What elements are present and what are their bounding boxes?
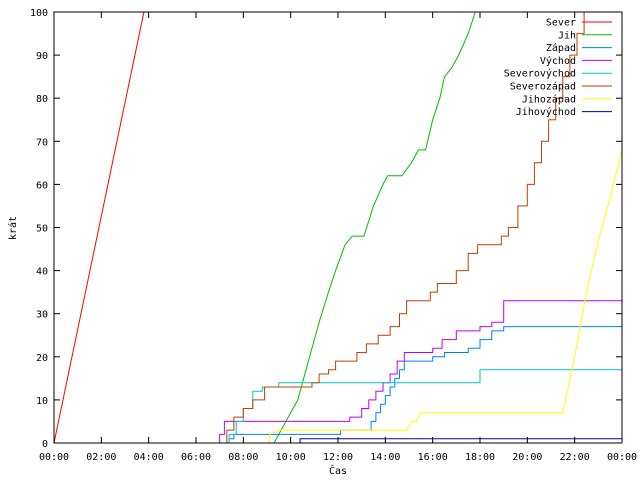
x-tick-label: 22:00 (560, 452, 590, 463)
series-line-jihovýchod (54, 438, 622, 443)
x-tick-label: 10:00 (276, 452, 306, 463)
y-tick-label: 60 (36, 180, 48, 191)
x-tick-label: 06:00 (181, 452, 211, 463)
y-tick-label: 100 (30, 8, 48, 19)
legend-label: Západ (546, 42, 576, 54)
x-tick-label: 14:00 (370, 452, 400, 463)
series-line-severozápad (54, 12, 585, 443)
series-line-jihozápad (54, 149, 622, 443)
x-tick-label: 16:00 (418, 452, 448, 463)
x-tick-label: 18:00 (465, 452, 495, 463)
y-axis-title: krát (7, 216, 19, 240)
x-tick-label: 12:00 (323, 452, 353, 463)
y-tick-label: 70 (36, 137, 48, 148)
y-tick-label: 40 (36, 267, 48, 278)
y-tick-label: 90 (36, 51, 48, 62)
y-tick-label: 10 (36, 396, 48, 407)
y-tick-label: 0 (42, 439, 48, 450)
x-tick-label: 02:00 (86, 452, 116, 463)
series-line-sever (54, 12, 145, 443)
legend: SeverJihZápadVýchodSeverovýchodSeverozáp… (504, 18, 612, 118)
legend-label: Severovýchod (504, 68, 576, 80)
series-line-východ (54, 300, 622, 443)
legend-label: Jihovýchod (516, 106, 576, 118)
legend-label: Jihozápad (522, 93, 576, 105)
x-axis-title: Čas (329, 464, 347, 477)
legend-label: Východ (540, 55, 576, 67)
y-tick-label: 30 (36, 310, 48, 321)
legend-label: Jih (558, 30, 576, 41)
y-tick-label: 50 (36, 224, 48, 235)
x-tick-label: 08:00 (228, 452, 258, 463)
legend-label: Severozápad (510, 81, 576, 93)
legend-label: Sever (546, 18, 576, 29)
series-line-jih (273, 12, 476, 443)
y-tick-label: 20 (36, 353, 48, 364)
ticks-layer: 0 10 20 30 40 50 60 70 80 90 100 00:00 02:00 04:00 06:… (30, 8, 637, 463)
x-tick-label: 20:00 (512, 452, 542, 463)
x-tick-label: 04:00 (134, 452, 164, 463)
series-layer (54, 12, 622, 443)
x-tick-label: 00:00 (39, 452, 69, 463)
x-tick-label: 00:00 (607, 452, 637, 463)
y-tick-label: 80 (36, 94, 48, 105)
